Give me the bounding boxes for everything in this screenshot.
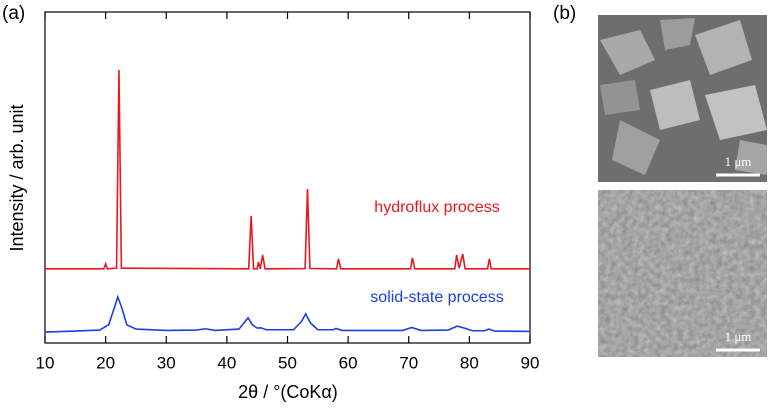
series-line	[44, 294, 531, 333]
scale-bar-label: 1 μm	[725, 329, 752, 344]
series-label: hydroflux process	[374, 199, 499, 216]
sem-image-bottom	[598, 190, 767, 357]
x-axis-label: 2θ / °(CoKα)	[238, 382, 338, 402]
x-tick-label: 40	[217, 353, 236, 372]
x-tick-label: 50	[278, 353, 297, 372]
x-tick-label: 80	[460, 353, 479, 372]
series-line	[45, 69, 530, 270]
scale-bar-label: 1 μm	[725, 154, 752, 169]
x-tick-label: 60	[339, 353, 358, 372]
panel-label: (a)	[2, 3, 25, 24]
x-tick-label: 90	[521, 353, 540, 372]
series-label: solid-state process	[370, 289, 503, 306]
y-axis-label: Intensity / arb. unit	[7, 104, 27, 251]
x-tick-label: 30	[157, 353, 176, 372]
x-tick-label: 10	[36, 353, 55, 372]
sem-image-top	[598, 15, 767, 182]
panel-label: (b)	[553, 3, 576, 24]
x-tick-label: 70	[399, 353, 418, 372]
x-tick-label: 20	[96, 353, 115, 372]
